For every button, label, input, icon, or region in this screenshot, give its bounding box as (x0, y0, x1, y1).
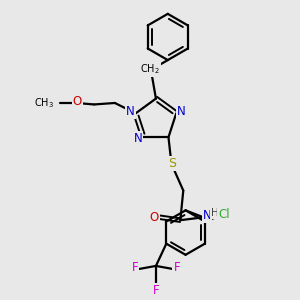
Text: F: F (173, 262, 180, 275)
Text: O: O (150, 211, 159, 224)
Text: F: F (132, 262, 139, 275)
Text: Cl: Cl (218, 208, 230, 220)
Text: O: O (73, 95, 82, 108)
Text: F: F (153, 284, 159, 297)
Text: CH$_3$: CH$_3$ (34, 96, 53, 110)
Text: S: S (168, 158, 176, 170)
Text: N: N (202, 209, 211, 222)
Text: N: N (177, 105, 186, 119)
Text: N: N (134, 132, 142, 145)
Text: H: H (211, 208, 218, 218)
Text: N: N (126, 105, 135, 119)
Text: CH$_2$: CH$_2$ (140, 63, 160, 76)
